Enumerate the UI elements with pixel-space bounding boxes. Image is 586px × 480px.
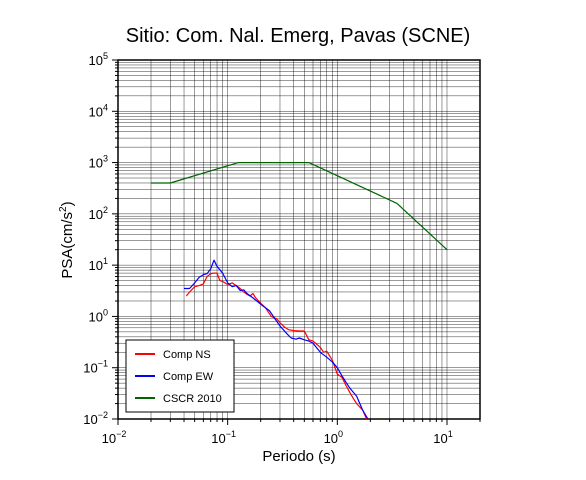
series-line-comp-ns — [185, 272, 368, 420]
y-tick-label: 10−1 — [83, 359, 108, 376]
plot-frame — [117, 59, 481, 420]
x-axis-label: Periodo (s) — [262, 448, 335, 465]
legend-label: Comp NS — [163, 349, 211, 361]
tick-label-layer: 10−2 10−1 100 101 10−2 10−1 100 101 102 103 104 105 — [83, 51, 452, 446]
legend: Comp NS Comp EW CSCR 2010 — [125, 339, 235, 413]
x-tick-label: 100 — [324, 429, 343, 446]
y-tick-label: 103 — [89, 154, 108, 171]
series-line-comp-ew — [184, 259, 369, 420]
chart-title: Sitio: Com. Nal. Emerg, Pavas (SCNE) — [126, 25, 471, 47]
x-tick-label: 10−2 — [102, 429, 127, 446]
y-axis-label-end: ) — [59, 201, 76, 206]
y-tick-label: 104 — [89, 102, 108, 119]
y-tick-label: 10−2 — [83, 410, 108, 427]
x-tick-label: 10−1 — [211, 429, 236, 446]
legend-label: CSCR 2010 — [163, 393, 222, 405]
y-tick-label: 100 — [89, 307, 108, 324]
series-line-cscr-2010 — [151, 162, 448, 251]
y-tick-label: 105 — [89, 51, 108, 68]
y-axis-label-main: PSA(cm/s — [59, 212, 76, 279]
y-axis-label-sup: 2 — [58, 206, 69, 212]
y-tick-label: 102 — [89, 205, 108, 222]
y-tick-label: 101 — [89, 256, 108, 273]
tick-layer — [112, 59, 481, 425]
legend-items: Comp NS Comp EW CSCR 2010 — [135, 349, 222, 405]
series-layer — [151, 162, 448, 420]
x-tick-label: 101 — [433, 429, 452, 446]
legend-label: Comp EW — [163, 371, 214, 383]
y-axis-label: PSA(cm/s2) — [58, 201, 76, 278]
